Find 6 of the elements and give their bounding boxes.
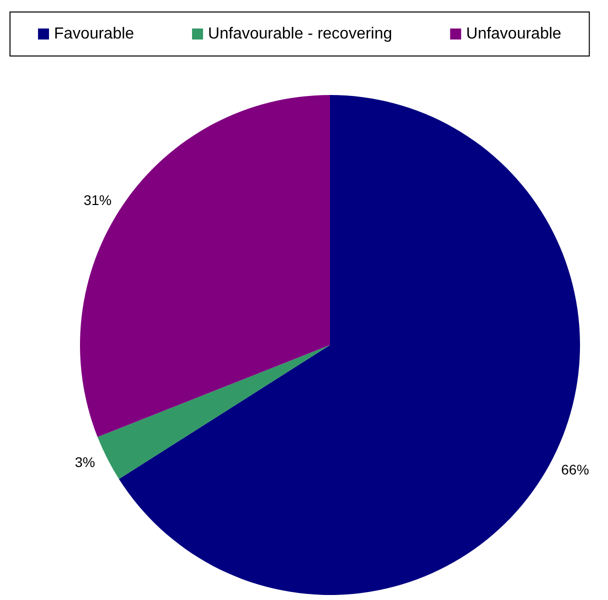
data-label: 3% [74, 454, 96, 470]
legend-label: Unfavourable [466, 26, 562, 42]
data-label: 66% [561, 461, 590, 478]
legend-label: Favourable [54, 26, 134, 42]
data-label: 31% [84, 192, 112, 208]
legend-label: Unfavourable - recovering [208, 26, 392, 42]
